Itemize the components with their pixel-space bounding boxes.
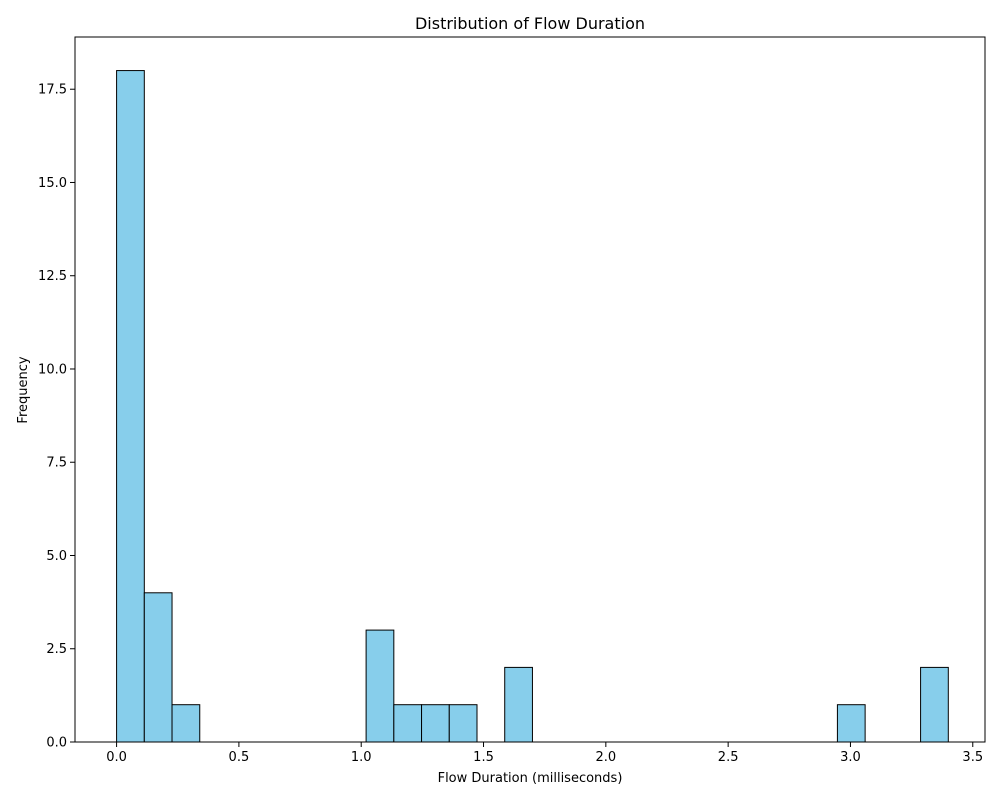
y-tick-label: 5.0 [46, 549, 67, 564]
histogram-bar [143, 592, 173, 743]
histogram-bar [393, 704, 423, 743]
x-tick-label: 2.0 [595, 750, 616, 765]
y-tick-label: 7.5 [46, 456, 67, 471]
y-tick-label: 17.5 [38, 83, 67, 98]
x-tick-label: 3.5 [962, 750, 983, 765]
x-tick-label: 1.5 [473, 750, 494, 765]
plot-background [75, 37, 985, 742]
plot-frame [74, 36, 986, 743]
histogram-bar [171, 704, 201, 743]
x-tick-label: 0.5 [229, 750, 250, 765]
x-tick-label: 0.0 [106, 750, 127, 765]
histogram-bar [504, 666, 533, 743]
x-ticks-group: 0.0 0.5 1.0 1.5 2.0 2.5 3.0 3.5 [106, 742, 983, 765]
y-tick-label: 15.0 [38, 176, 67, 191]
y-tick-label: 12.5 [38, 269, 67, 284]
histogram-bar [448, 704, 478, 743]
bars-group [116, 70, 949, 743]
histogram-bar [421, 704, 450, 743]
y-tick-label: 0.0 [46, 736, 67, 751]
histogram-bar [116, 70, 145, 743]
chart-title: Distribution of Flow Duration [415, 14, 645, 33]
y-axis-label: Frequency [16, 356, 31, 423]
x-axis-label: Flow Duration (milliseconds) [438, 771, 623, 786]
x-tick-label: 3.0 [840, 750, 861, 765]
y-tick-label: 2.5 [46, 642, 67, 657]
x-tick-label: 2.5 [718, 750, 739, 765]
y-tick-label: 10.0 [38, 362, 67, 377]
x-tick-label: 1.0 [351, 750, 372, 765]
y-ticks-group: 0.0 2.5 5.0 7.5 10.0 12.5 15.0 17.5 [38, 83, 75, 751]
histogram-bar [836, 704, 866, 743]
histogram-bar [365, 629, 395, 743]
histogram-bar [920, 666, 949, 743]
